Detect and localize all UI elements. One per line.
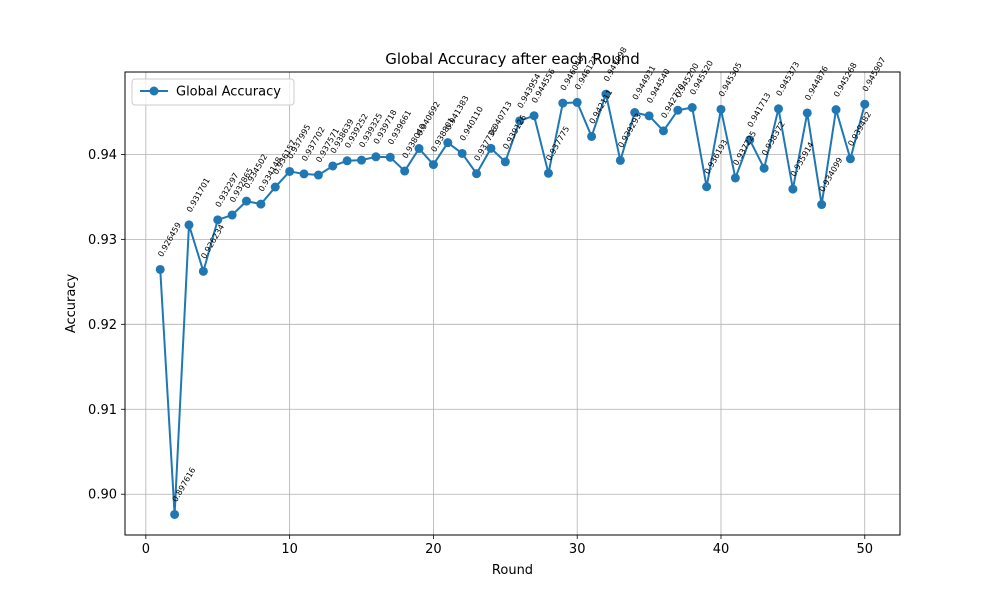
data-point: [299, 169, 309, 179]
chart-title: Global Accuracy after each Round: [385, 50, 640, 68]
data-point: [227, 210, 237, 220]
data-point: [342, 156, 352, 166]
data-point: [529, 111, 539, 121]
data-point: [170, 509, 180, 519]
plot-frame: [124, 71, 901, 536]
data-point: [774, 104, 784, 114]
x-tick-label: 0: [142, 542, 150, 557]
data-point: [716, 104, 726, 114]
data-point: [702, 182, 712, 192]
x-tick-label: 10: [281, 542, 298, 557]
data-point: [860, 99, 870, 109]
data-point: [500, 157, 510, 167]
data-point: [572, 97, 582, 107]
tick-layer: 0 10 20 30 40 50 0.90 0.91 0.92 0.93 0.94: [88, 148, 873, 557]
x-tick-label: 20: [425, 542, 442, 557]
y-tick-label: 0.93: [88, 233, 117, 248]
data-point: [802, 108, 812, 118]
x-tick-label: 40: [713, 542, 730, 557]
data-point: [472, 169, 482, 179]
data-point: [385, 152, 395, 162]
data-point: [644, 111, 654, 121]
data-point: [414, 144, 424, 154]
data-point: [371, 152, 381, 162]
data-point: [357, 155, 367, 165]
data-point: [615, 155, 625, 165]
data-point: [428, 160, 438, 170]
data-point: [630, 108, 640, 118]
data-point: [256, 199, 266, 209]
data-point: [198, 266, 208, 276]
data-point: [831, 105, 841, 115]
data-point: [155, 264, 165, 274]
data-point: [788, 184, 798, 194]
data-point: [817, 200, 827, 210]
y-tick-label: 0.94: [88, 148, 117, 163]
x-axis-label: Round: [492, 563, 533, 578]
legend: Global Accuracy: [131, 78, 295, 106]
data-point: [587, 131, 597, 141]
data-point: [515, 116, 525, 126]
grid-layer: [125, 72, 900, 535]
data-point: [658, 126, 668, 136]
data-point: [241, 196, 251, 206]
data-point: [400, 166, 410, 176]
data-point: [184, 220, 194, 230]
data-point: [543, 168, 553, 178]
data-point: [213, 215, 223, 225]
legend-entry-label: Global Accuracy: [176, 85, 281, 100]
data-point: [745, 135, 755, 145]
y-tick-label: 0.91: [88, 403, 117, 418]
data-point: [457, 148, 467, 158]
data-point: [759, 163, 769, 173]
legend-box: [131, 78, 295, 106]
y-axis-label: Accuracy: [64, 274, 79, 334]
data-point: [328, 161, 338, 171]
data-point: [687, 103, 697, 113]
y-tick-label: 0.92: [88, 318, 117, 333]
series-layer: [155, 89, 870, 519]
data-point: [313, 170, 323, 180]
y-tick-label: 0.90: [88, 488, 117, 503]
data-point: [673, 105, 683, 115]
data-point: [270, 182, 280, 192]
data-point: [845, 154, 855, 164]
data-point: [601, 89, 611, 99]
data-point: [730, 173, 740, 183]
data-point: [443, 138, 453, 148]
data-point: [285, 166, 295, 176]
legend-marker-swatch: [149, 86, 159, 96]
x-tick-label: 30: [569, 542, 586, 557]
x-tick-label: 50: [856, 542, 873, 557]
data-point: [558, 98, 568, 108]
data-point: [486, 143, 496, 153]
